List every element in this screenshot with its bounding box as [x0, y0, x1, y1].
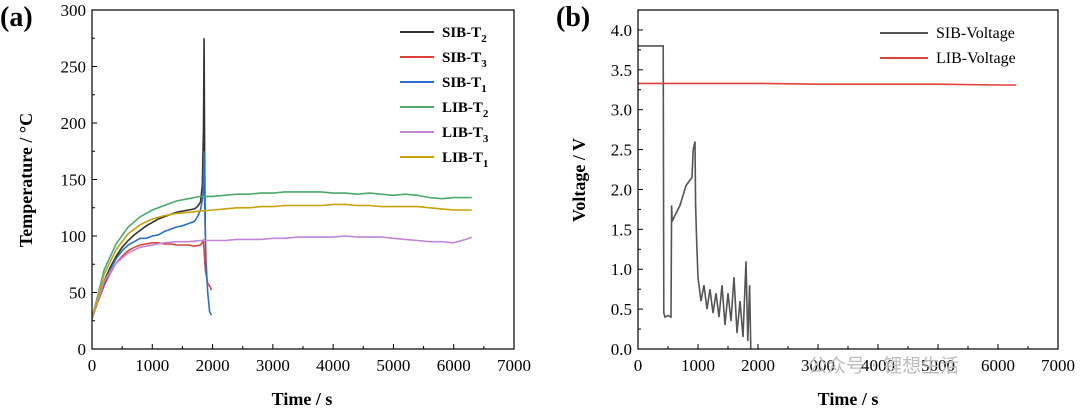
legend-label: SIB-T3	[442, 50, 487, 70]
legend-label: SIB-T1	[442, 75, 487, 95]
series-line-sib-t-3	[92, 238, 213, 319]
x-tick-label: 7000	[1041, 356, 1075, 375]
series-line-sib-voltage	[638, 45, 752, 349]
y-tick-label: 250	[61, 58, 87, 77]
series-line-lib-t-1	[92, 203, 472, 319]
series-line-lib-t-2	[92, 191, 472, 319]
y-tick-label: 50	[69, 284, 86, 303]
legend-label: SIB-T2	[442, 25, 487, 45]
legend-b: SIB-Voltage LIB-Voltage	[880, 25, 1016, 67]
y-tick-label: 4.0	[611, 21, 632, 40]
x-tick-label: 4000	[861, 356, 895, 375]
x-tick-label: 2000	[741, 356, 775, 375]
y-tick-label: 2.5	[611, 141, 632, 160]
panel-b-label: (b)	[556, 2, 590, 33]
y-tick-label: 200	[61, 114, 87, 133]
y-tick-label: 150	[61, 171, 87, 190]
x-tick-label: 3000	[801, 356, 835, 375]
x-tick-label: 6000	[981, 356, 1015, 375]
legend-label: SIB-Voltage	[936, 25, 1015, 42]
series-line-lib-voltage	[638, 82, 1016, 86]
x-tick-label: 2000	[196, 356, 230, 375]
legend-label: LIB-T3	[442, 125, 489, 145]
watermark-text: 公众号 · 锂想生活	[808, 355, 959, 377]
axes-a: 0 1000 2000 3000 4000 5000 6000 7000 0 50 100 150 20…	[61, 1, 532, 375]
y-axis-title-a: Temperature / °C	[16, 113, 36, 247]
x-tick-label: 6000	[437, 356, 471, 375]
y-tick-label: 100	[61, 227, 87, 246]
axes-b: 0 1000 2000 3000 4000 5000 6000 7000 0.0 0.5 1.0 1.…	[611, 9, 1075, 375]
legend-label: LIB-Voltage	[936, 50, 1016, 67]
y-tick-label: 0	[78, 340, 87, 359]
x-axis-title-b: Time / s	[818, 389, 879, 409]
x-tick-label: 4000	[316, 356, 350, 375]
legend-label: LIB-T1	[442, 150, 488, 170]
x-tick-label: 5000	[376, 356, 410, 375]
y-tick-label: 3.5	[611, 61, 632, 80]
x-tick-label: 0	[634, 356, 643, 375]
y-tick-label: 0.0	[611, 340, 632, 359]
y-tick-label: 1.5	[611, 220, 632, 239]
y-axis-title-b: Voltage / V	[569, 138, 589, 222]
panel-a-label: (a)	[0, 2, 33, 33]
legend-a: SIB-T2 SIB-T3 SIB-T1 LIB-T2 LIB-T3 LIB-T1	[400, 25, 489, 170]
series-line-sib-t-1	[92, 151, 213, 319]
x-tick-label: 3000	[256, 356, 290, 375]
y-tick-label: 1.0	[611, 260, 632, 279]
x-tick-label: 0	[88, 356, 97, 375]
y-tick-label: 3.0	[611, 101, 632, 120]
series-line-sib-t-2	[92, 38, 207, 319]
series-line-lib-t-3	[92, 235, 473, 319]
legend-label: LIB-T2	[442, 100, 489, 120]
panel-b: (b) 0 1000 2000 3000 4000 5000 6000 7000 0.0 0.5 1…	[556, 2, 1075, 409]
x-tick-label: 1000	[681, 356, 715, 375]
y-tick-label: 0.5	[611, 300, 632, 319]
x-tick-label: 1000	[135, 356, 169, 375]
x-tick-label: 5000	[921, 356, 955, 375]
x-axis-title-a: Time / s	[272, 389, 333, 409]
panel-a: (a) 0 1000 2000 3000 4000 5000 6000 7000 0 50 100 1…	[0, 1, 531, 409]
x-tick-label: 7000	[497, 356, 531, 375]
y-tick-label: 300	[61, 1, 87, 20]
y-tick-label: 2.0	[611, 180, 632, 199]
